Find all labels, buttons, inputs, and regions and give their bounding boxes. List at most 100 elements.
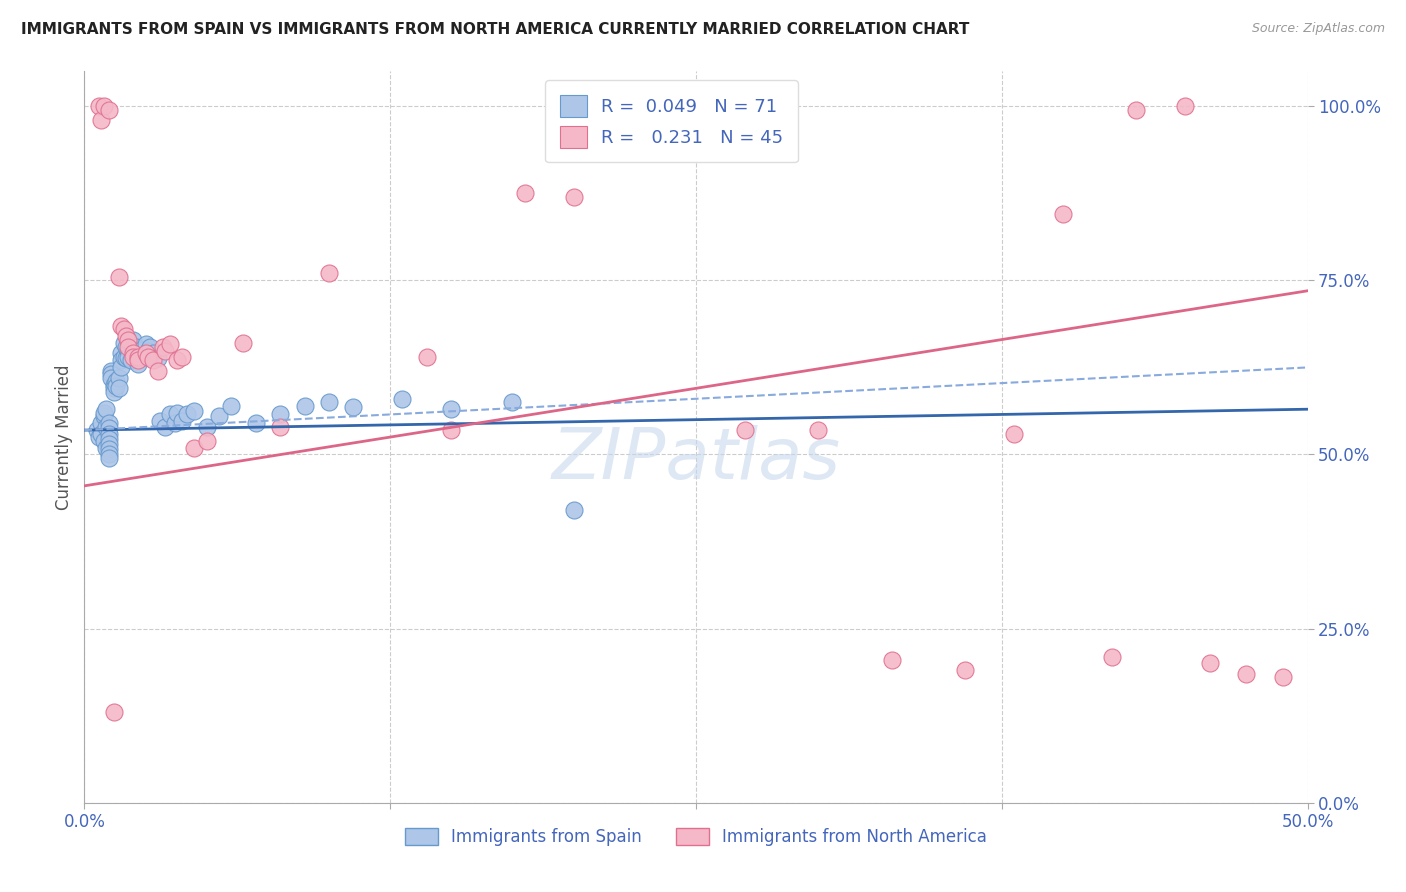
Point <box>245 416 267 430</box>
Point <box>1002 426 1025 441</box>
Point <box>142 353 165 368</box>
Point <box>342 400 364 414</box>
Point <box>117 343 139 357</box>
Point <box>87 430 110 444</box>
Point <box>1101 649 1123 664</box>
Point <box>129 343 152 357</box>
Point <box>107 371 129 385</box>
Point <box>183 404 205 418</box>
Text: IMMIGRANTS FROM SPAIN VS IMMIGRANTS FROM NORTH AMERICA CURRENTLY MARRIED CORRELA: IMMIGRANTS FROM SPAIN VS IMMIGRANTS FROM… <box>21 22 970 37</box>
Point <box>807 423 830 437</box>
Point <box>562 503 585 517</box>
Point <box>90 416 112 430</box>
Point <box>97 426 120 441</box>
Point <box>136 344 159 359</box>
Point <box>97 103 120 117</box>
Point <box>110 346 132 360</box>
Point <box>176 407 198 421</box>
Point <box>172 350 194 364</box>
Point <box>318 266 340 280</box>
Point <box>105 379 128 393</box>
Point <box>153 419 176 434</box>
Point <box>146 364 169 378</box>
Point <box>513 186 536 201</box>
Point <box>127 353 149 368</box>
Point <box>105 375 128 389</box>
Point <box>117 339 139 353</box>
Point <box>269 419 291 434</box>
Point <box>1125 103 1147 117</box>
Point <box>96 419 118 434</box>
Point <box>146 351 169 366</box>
Point <box>183 441 205 455</box>
Point <box>115 339 138 353</box>
Point <box>120 353 142 368</box>
Point <box>97 437 120 451</box>
Point <box>1174 99 1197 113</box>
Text: Source: ZipAtlas.com: Source: ZipAtlas.com <box>1251 22 1385 36</box>
Point <box>112 322 135 336</box>
Point <box>100 371 122 385</box>
Point <box>1272 670 1295 684</box>
Point <box>90 426 112 441</box>
Point <box>159 407 181 421</box>
Text: ZIPatlas: ZIPatlas <box>551 425 841 493</box>
Point <box>195 419 218 434</box>
Point <box>219 399 242 413</box>
Point <box>122 350 145 364</box>
Point <box>110 353 132 368</box>
Point <box>107 381 129 395</box>
Legend: Immigrants from Spain, Immigrants from North America: Immigrants from Spain, Immigrants from N… <box>398 822 994 853</box>
Point <box>96 441 118 455</box>
Point <box>115 351 138 366</box>
Point <box>117 333 139 347</box>
Point <box>122 333 145 347</box>
Point <box>149 414 172 428</box>
Point <box>100 364 122 378</box>
Point <box>115 329 138 343</box>
Point <box>87 99 110 113</box>
Point <box>110 318 132 333</box>
Point <box>93 406 115 420</box>
Point <box>100 368 122 382</box>
Point <box>117 350 139 364</box>
Point <box>159 337 181 351</box>
Point <box>93 434 115 448</box>
Point <box>1198 657 1220 671</box>
Point <box>391 392 413 406</box>
Point <box>103 384 125 399</box>
Point <box>153 344 176 359</box>
Point <box>103 377 125 392</box>
Point <box>112 336 135 351</box>
Point <box>318 395 340 409</box>
Point <box>97 450 120 465</box>
Point <box>166 353 188 368</box>
Point <box>269 407 291 421</box>
Point <box>562 190 585 204</box>
Point <box>127 350 149 364</box>
Point <box>953 664 976 678</box>
Point <box>97 448 120 462</box>
Point <box>1236 667 1258 681</box>
Point <box>112 350 135 364</box>
Point <box>97 421 120 435</box>
Point <box>125 339 148 353</box>
Point <box>416 350 439 364</box>
Point <box>195 434 218 448</box>
Point <box>86 423 108 437</box>
Point <box>96 402 118 417</box>
Point <box>93 99 115 113</box>
Point <box>93 409 115 424</box>
Point <box>208 409 231 424</box>
Point <box>1052 207 1074 221</box>
Point <box>132 350 155 364</box>
Point <box>880 653 903 667</box>
Point <box>166 406 188 420</box>
Point <box>734 423 756 437</box>
Point <box>122 346 145 360</box>
Point <box>172 414 194 428</box>
Point <box>103 381 125 395</box>
Point <box>232 336 254 351</box>
Y-axis label: Currently Married: Currently Married <box>55 364 73 510</box>
Point <box>440 423 463 437</box>
